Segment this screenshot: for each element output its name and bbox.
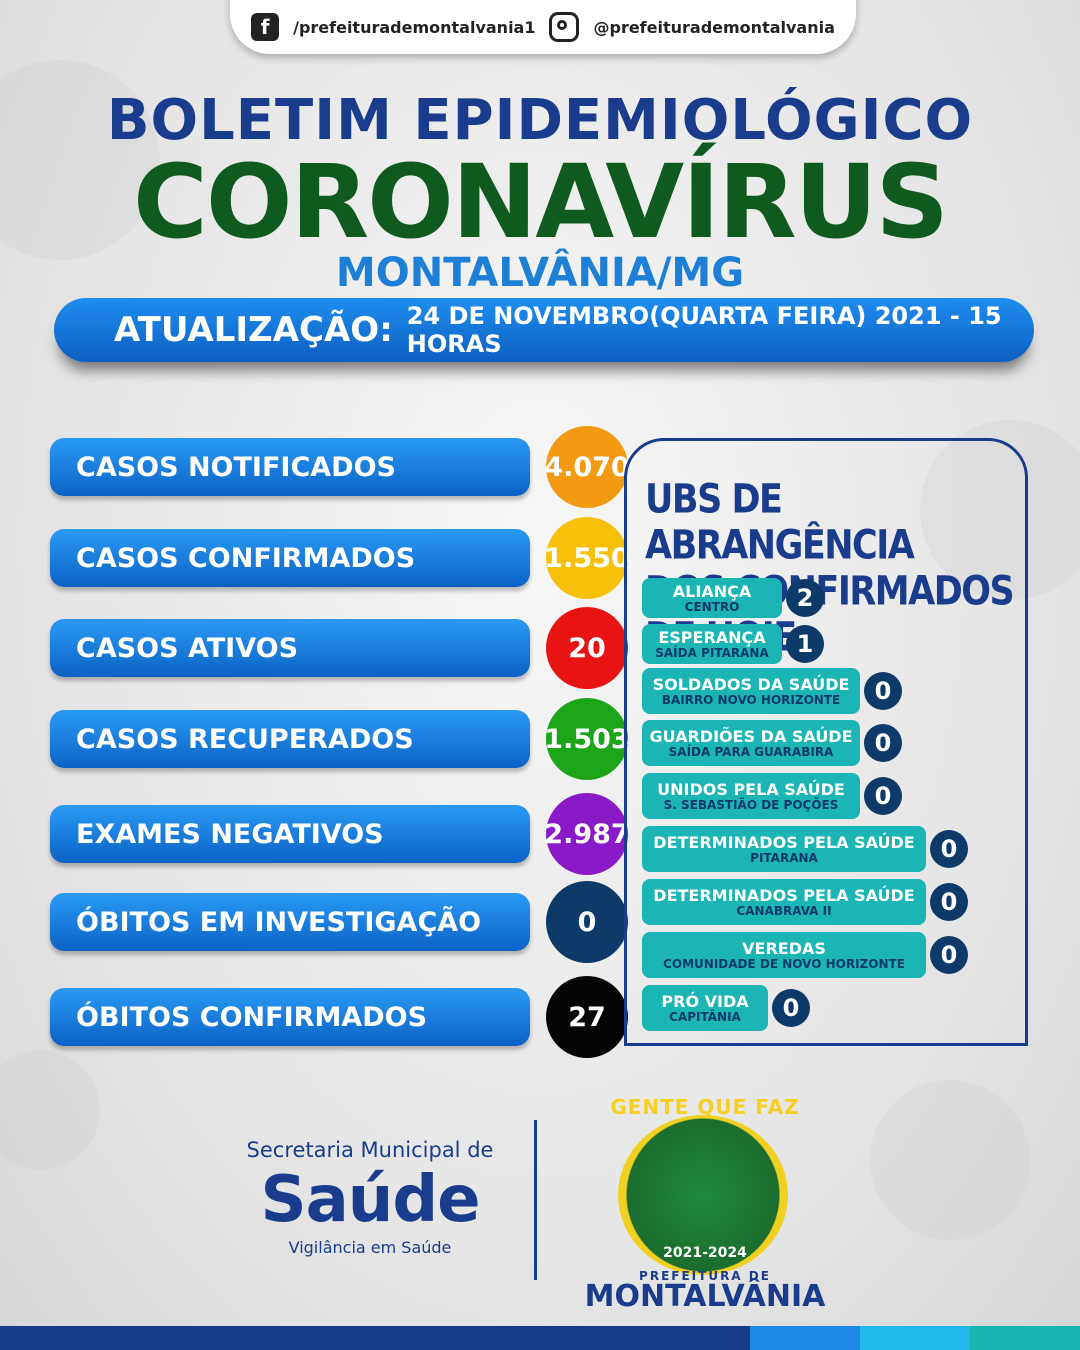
facebook-icon[interactable]: f <box>251 13 280 41</box>
ubs-item: DETERMINADOS PELA SAÚDE CANABRAVA II <box>642 879 926 925</box>
stat-label: ÓBITOS CONFIRMADOS <box>50 988 530 1046</box>
ubs-item: GUARDIÕES DA SAÚDE SAÍDA PARA GUARABIRA <box>642 720 860 766</box>
footer-divider <box>534 1120 537 1280</box>
virus-decoration <box>0 60 160 260</box>
virus-decoration <box>0 1050 100 1170</box>
stat-value: 0 <box>546 881 628 963</box>
ubs-name: SOLDADOS DA SAÚDE <box>652 674 850 694</box>
coronavirus-title: CORONAVÍRUS <box>133 143 949 262</box>
ubs-name: DETERMINADOS PELA SAÚDE <box>653 832 915 852</box>
stat-row: CASOS NOTIFICADOS 4.070 <box>50 426 630 508</box>
ubs-count: 0 <box>930 883 968 921</box>
ubs-item: PRÓ VIDA CAPITÂNIA <box>642 985 768 1031</box>
ubs-count: 0 <box>772 989 810 1027</box>
facebook-handle[interactable]: /prefeiturademontalvania1 <box>293 17 536 37</box>
ubs-item: UNIDOS PELA SAÚDE S. SEBASTIÃO DE POÇÕES <box>642 773 860 819</box>
saude-label: Saúde <box>260 1163 480 1237</box>
ubs-sub: S. SEBASTIÃO DE POÇÕES <box>663 797 839 812</box>
ubs-sub: CANABRAVA II <box>736 903 832 918</box>
virus-decoration <box>870 1080 1030 1240</box>
ubs-name: PRÓ VIDA <box>661 991 749 1011</box>
ubs-item: VEREDAS COMUNIDADE DE NOVO HORIZONTE <box>642 932 926 978</box>
logo-slogan: GENTE QUE FAZ <box>610 1095 800 1119</box>
ubs-name: ESPERANÇA <box>658 627 766 647</box>
ubs-count: 2 <box>786 579 824 617</box>
ubs-item: SOLDADOS DA SAÚDE BAIRRO NOVO HORIZONTE <box>642 668 860 714</box>
bulletin-title: BOLETIM EPIDEMIOLÓGICO <box>106 88 974 153</box>
ubs-sub: BAIRRO NOVO HORIZONTE <box>661 692 841 707</box>
vigilancia-label: Vigilância em Saúde <box>288 1238 452 1257</box>
footer-stripe <box>750 1326 860 1350</box>
stat-row: CASOS ATIVOS 20 <box>50 607 628 689</box>
footer-stripe <box>860 1326 970 1350</box>
secretaria-label: Secretaria Municipal de <box>246 1138 494 1162</box>
stat-row: CASOS CONFIRMADOS 1.550 <box>50 517 630 599</box>
ubs-count: 0 <box>864 724 902 762</box>
stat-value: 4.070 <box>544 426 630 508</box>
stat-value: 2.987 <box>544 793 630 875</box>
instagram-handle[interactable]: @prefeiturademontalvania <box>593 17 835 37</box>
ubs-sub: CENTRO <box>684 599 740 614</box>
ubs-item: ESPERANÇA SAÍDA PITARANA <box>642 624 782 664</box>
ubs-item: ALIANÇA CENTRO <box>642 578 782 618</box>
ubs-count: 1 <box>786 625 824 663</box>
instagram-icon[interactable] <box>549 12 580 42</box>
ubs-count: 0 <box>930 830 968 868</box>
ubs-name: VEREDAS <box>742 938 826 958</box>
stat-label: ÓBITOS EM INVESTIGAÇÃO <box>50 893 530 951</box>
update-value: 24 DE NOVEMBRO(QUARTA FEIRA) 2021 - 15 H… <box>406 302 1002 358</box>
ubs-sub: COMUNIDADE DE NOVO HORIZONTE <box>663 956 905 971</box>
stat-label: CASOS CONFIRMADOS <box>50 529 530 587</box>
secretaria-logo: Secretaria Municipal de Saúde Vigilância… <box>240 1138 500 1257</box>
logo-emblem <box>618 1115 788 1275</box>
social-bar: f /prefeiturademontalvania1 @prefeiturad… <box>230 0 856 54</box>
ubs-count: 0 <box>930 936 968 974</box>
stat-value: 1.550 <box>544 517 630 599</box>
footer-stripe <box>970 1326 1080 1350</box>
stat-row: CASOS RECUPERADOS 1.503 <box>50 698 630 780</box>
ubs-name: UNIDOS PELA SAÚDE <box>657 779 845 799</box>
stat-value: 1.503 <box>544 698 630 780</box>
ubs-title-line1: UBS DE ABRANGÊNCIA <box>645 477 915 569</box>
stat-row: EXAMES NEGATIVOS 2.987 <box>50 793 630 875</box>
ubs-name: GUARDIÕES DA SAÚDE <box>649 726 853 746</box>
ubs-sub: SAÍDA PITARANA <box>655 645 769 660</box>
prefeitura-logo: GENTE QUE FAZ 2021-2024 PREFEITURA DE MO… <box>580 1095 830 1314</box>
stat-value: 20 <box>546 607 628 689</box>
ubs-sub: SAÍDA PARA GUARABIRA <box>668 744 834 759</box>
ubs-item: DETERMINADOS PELA SAÚDE PITARANA <box>642 826 926 872</box>
update-label: ATUALIZAÇÃO: <box>114 310 393 350</box>
city-title: MONTALVÂNIA/MG <box>335 250 745 296</box>
stat-value: 27 <box>546 976 628 1058</box>
logo-prefeitura: PREFEITURA DE <box>639 1269 771 1283</box>
stat-label: CASOS NOTIFICADOS <box>50 438 530 496</box>
logo-years: 2021-2024 <box>663 1245 747 1261</box>
logo-city: MONTALVÂNIA <box>584 1279 826 1314</box>
stat-row: ÓBITOS CONFIRMADOS 27 <box>50 976 628 1058</box>
stat-row: ÓBITOS EM INVESTIGAÇÃO 0 <box>50 881 628 963</box>
ubs-count: 0 <box>864 672 902 710</box>
update-banner: ATUALIZAÇÃO: 24 DE NOVEMBRO(QUARTA FEIRA… <box>54 298 1034 362</box>
ubs-name: ALIANÇA <box>672 581 752 601</box>
ubs-sub: PITARANA <box>750 850 818 865</box>
stat-label: CASOS RECUPERADOS <box>50 710 530 768</box>
stat-label: CASOS ATIVOS <box>50 619 530 677</box>
footer-stripe <box>0 1326 750 1350</box>
ubs-sub: CAPITÂNIA <box>669 1009 741 1024</box>
ubs-count: 0 <box>864 777 902 815</box>
stat-label: EXAMES NEGATIVOS <box>50 805 530 863</box>
ubs-name: DETERMINADOS PELA SAÚDE <box>653 885 915 905</box>
